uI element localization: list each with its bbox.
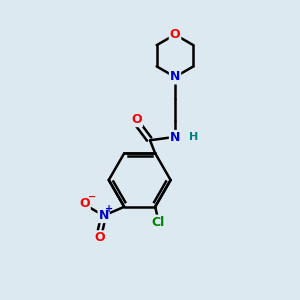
Text: N: N [98, 209, 109, 222]
Text: N: N [170, 131, 180, 144]
Text: O: O [170, 28, 180, 41]
Text: −: − [88, 192, 96, 202]
Text: +: + [105, 204, 113, 214]
Text: O: O [131, 113, 142, 126]
Text: Cl: Cl [152, 216, 165, 229]
Text: O: O [94, 231, 104, 244]
Text: H: H [189, 132, 198, 142]
Text: O: O [79, 197, 90, 210]
Text: N: N [170, 70, 180, 83]
